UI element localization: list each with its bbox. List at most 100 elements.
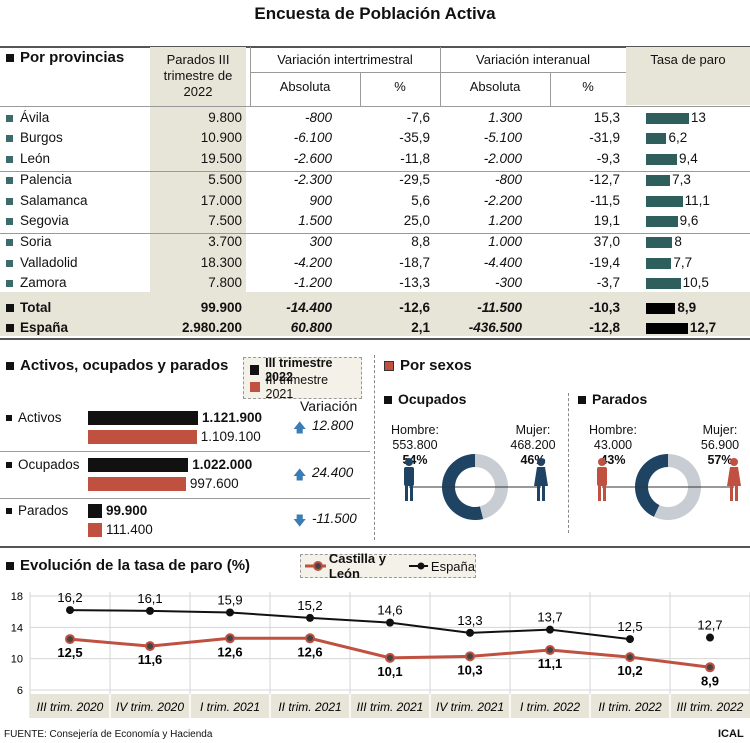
parados-cell: 19.500 [200,150,242,166]
row-province-name: Palencia [6,172,72,187]
tasa-bar [646,195,683,207]
inter-pct-cell: 2,1 [411,320,430,335]
bar-2021 [88,523,102,537]
row-marker [6,462,12,469]
espana-point [706,633,714,642]
divider [0,171,750,173]
interanual-header: Variación interanual [476,52,590,67]
anual-pct-cell: -11,5 [590,192,620,208]
y-tick-label: 18 [11,591,23,603]
espana-value-label: 13,3 [457,613,482,628]
inter-abs-cell: -1.200 [293,275,332,291]
province-label: Ávila [20,110,50,125]
row-province-name: León [6,151,50,166]
tasa-label: 12,7 [689,320,717,335]
activos-label: Ocupados [18,457,80,472]
inter-abs-cell: 300 [309,234,332,250]
parados-cell: 7.500 [208,213,242,228]
tasa-label: 6,2 [668,130,688,146]
province-label: Total [20,299,52,315]
tasa-label: 10,5 [682,275,709,291]
anual-pct-cell: -12,7 [589,172,620,188]
parados-mujer-label: Mujer: 56.900 57% [700,423,740,467]
divider [550,72,551,107]
anual-abs-cell: -436.500 [468,320,522,335]
cyl-point [65,634,75,645]
activos-row-label: Ocupados [6,457,80,472]
variacion-value: 24.400 [312,465,354,480]
inter-abs-cell: -4.200 [293,254,332,270]
divider [0,338,750,340]
activos-heading: Activos, ocupados y parados [6,357,228,374]
row-province-name: Ávila [6,110,49,125]
tasa-bar [646,278,681,290]
anual-pct-cell: -31,9 [589,130,620,146]
espana-point [546,625,554,634]
espana-point [66,606,74,615]
espana-point [146,606,154,615]
row-marker [6,217,13,225]
x-tick-label: III trim. 2020 [37,700,104,714]
tasa-bar [646,237,673,249]
value-2022: 99.900 [106,503,148,518]
espana-point [226,608,234,617]
tasa-label: 7,3 [672,172,691,188]
tasa-label: 13 [690,110,706,125]
inter-pct-cell: 8,8 [411,234,430,250]
divider [568,393,569,533]
value-2022: 1.022.000 [192,457,253,472]
parados-cell: 5.500 [208,172,242,188]
donut-hombre-slice [635,454,668,517]
divider [0,498,370,499]
espana-value-label: 14,6 [377,603,402,618]
espana-value-label: 15,2 [297,598,322,613]
anual-abs-cell: -300 [494,275,522,291]
variacion-label: Variación [300,398,358,414]
province-label: Burgos [20,130,63,146]
tasa-label: 8,9 [677,299,697,315]
anual-pct-cell: -9,3 [596,150,620,166]
row-province-name: Zamora [6,275,67,290]
parados-cell: 99.900 [200,299,242,315]
anual-pct-cell: -10,3 [589,299,620,315]
cyl-point [625,652,635,663]
tasa-label: 9,6 [679,213,699,228]
divider [0,451,370,452]
row-province-name: Valladolid [6,255,78,270]
x-tick-label: II trim. 2022 [598,700,662,714]
province-label: Palencia [20,172,72,188]
woman-icon [534,458,548,501]
inter-pct-cell: -18,7 [399,254,430,270]
x-tick-label: IV trim. 2020 [116,700,184,714]
parados-cell: 3.700 [208,234,242,250]
value-2022: 1.121.900 [202,410,263,425]
tasa-bar [646,216,678,227]
row-province-name: Salamanca [6,193,88,208]
anual-abs-cell: -800 [494,172,522,188]
evolucion-legend: Castilla y León España [300,551,476,581]
bar-2022 [88,458,189,472]
inter-pct-cell: -35,9 [399,130,430,146]
cyl-point [305,633,315,644]
intertrimestral-header: Variación intertrimestral [277,52,413,67]
tasa-bar [646,175,671,187]
parados-cell: 2.980.200 [181,320,242,335]
divider [250,72,626,73]
province-label: Salamanca [20,192,88,208]
divider [0,46,750,48]
row-marker [6,177,13,185]
inter-abs-cell: -2.600 [293,150,332,166]
inter-pct-cell: 25,0 [403,213,430,228]
variacion-value: 12.800 [312,418,354,433]
row-marker [6,304,14,313]
ocupados-mujer-label: Mujer: 468.200 46% [510,423,556,467]
espana-line [69,609,631,641]
espana-point [626,635,634,644]
man-icon [597,458,607,501]
row-province-name: Soria [6,234,52,249]
inter-abs-cell: 1.500 [298,213,332,228]
cyl-value-label: 11,6 [138,652,163,667]
parados-sex-title: Parados [578,391,647,407]
tasa-header: Tasa de paro [650,52,726,67]
